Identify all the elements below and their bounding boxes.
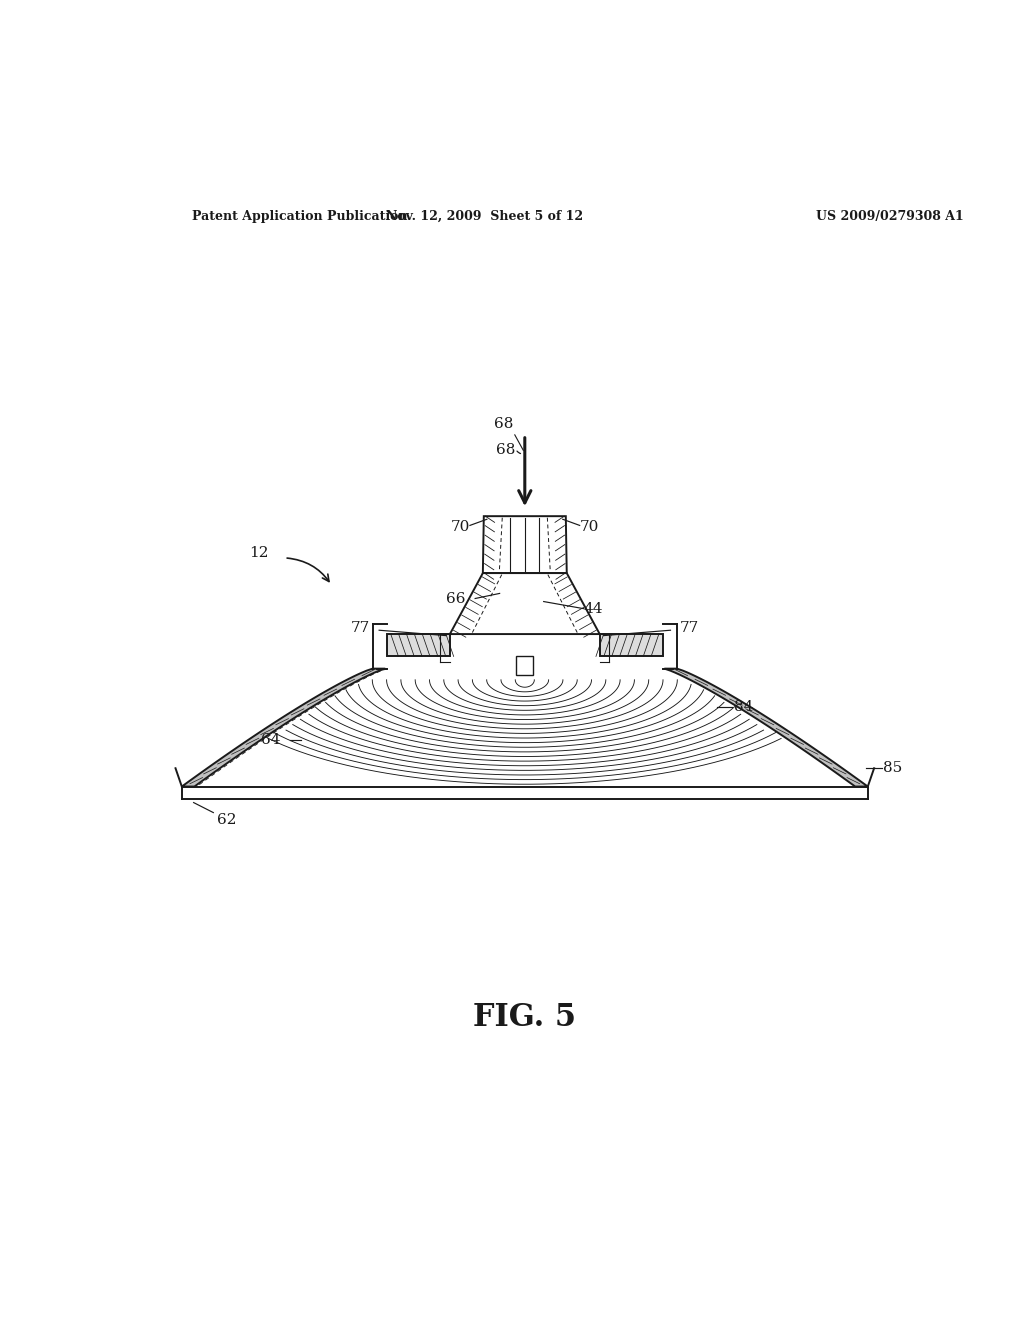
Text: Nov. 12, 2009  Sheet 5 of 12: Nov. 12, 2009 Sheet 5 of 12 [386, 210, 584, 223]
Text: 62: 62 [217, 813, 237, 826]
Text: 70: 70 [580, 520, 599, 535]
Polygon shape [387, 634, 450, 656]
Text: 68: 68 [494, 417, 513, 432]
Polygon shape [600, 634, 663, 656]
Text: 84: 84 [734, 700, 754, 714]
Bar [516, 656, 534, 675]
Polygon shape [665, 669, 867, 787]
Polygon shape [450, 573, 600, 634]
Text: 66: 66 [446, 591, 466, 606]
Text: 77: 77 [680, 620, 699, 635]
Text: 12: 12 [249, 545, 268, 560]
Text: Patent Application Publication: Patent Application Publication [193, 210, 408, 223]
Text: 85: 85 [883, 762, 902, 775]
Text: 44: 44 [584, 602, 603, 615]
Polygon shape [483, 516, 566, 573]
Polygon shape [182, 669, 385, 787]
Text: 77: 77 [350, 620, 370, 635]
Text: 68: 68 [497, 442, 515, 457]
Text: 64: 64 [261, 733, 281, 747]
Text: US 2009/0279308 A1: US 2009/0279308 A1 [816, 210, 964, 223]
Text: FIG. 5: FIG. 5 [473, 1002, 577, 1032]
Text: 70: 70 [451, 520, 470, 535]
